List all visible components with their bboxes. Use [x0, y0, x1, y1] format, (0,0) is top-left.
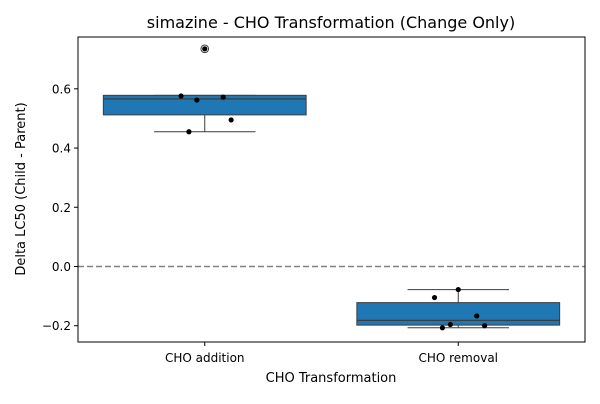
data-point [186, 129, 192, 135]
x-tick-label: CHO addition [165, 351, 245, 365]
data-point [220, 94, 226, 100]
plot-area [78, 44, 585, 331]
y-tick-label: 0.6 [52, 82, 71, 96]
y-tick-label: −0.2 [42, 319, 71, 333]
x-ticks: CHO addition CHO removal [165, 342, 498, 365]
outlier-marker [200, 44, 210, 54]
box-iqr [102, 94, 307, 116]
y-tick-label: 0.4 [52, 142, 71, 156]
y-tick-label: 0.2 [52, 201, 71, 215]
data-point [228, 117, 234, 123]
data-point [455, 286, 461, 293]
y-ticks: −0.2 0.0 0.2 0.4 0.6 [42, 82, 78, 333]
data-point [447, 321, 453, 328]
chart-title: simazine - CHO Transformation (Change On… [147, 13, 515, 32]
data-point [194, 97, 200, 103]
axes-frame [77, 36, 586, 343]
data-point [482, 323, 488, 329]
x-tick-label: CHO removal [418, 351, 498, 365]
y-tick-label: 0.0 [52, 260, 71, 274]
data-point [431, 294, 438, 301]
data-point [474, 313, 480, 319]
data-point [439, 325, 446, 331]
box-iqr [356, 302, 561, 326]
data-point [178, 93, 184, 99]
y-axis-label: Delta LC50 (Child - Parent) [14, 102, 29, 275]
data-point [202, 46, 208, 52]
x-axis-label: CHO Transformation [266, 371, 397, 386]
